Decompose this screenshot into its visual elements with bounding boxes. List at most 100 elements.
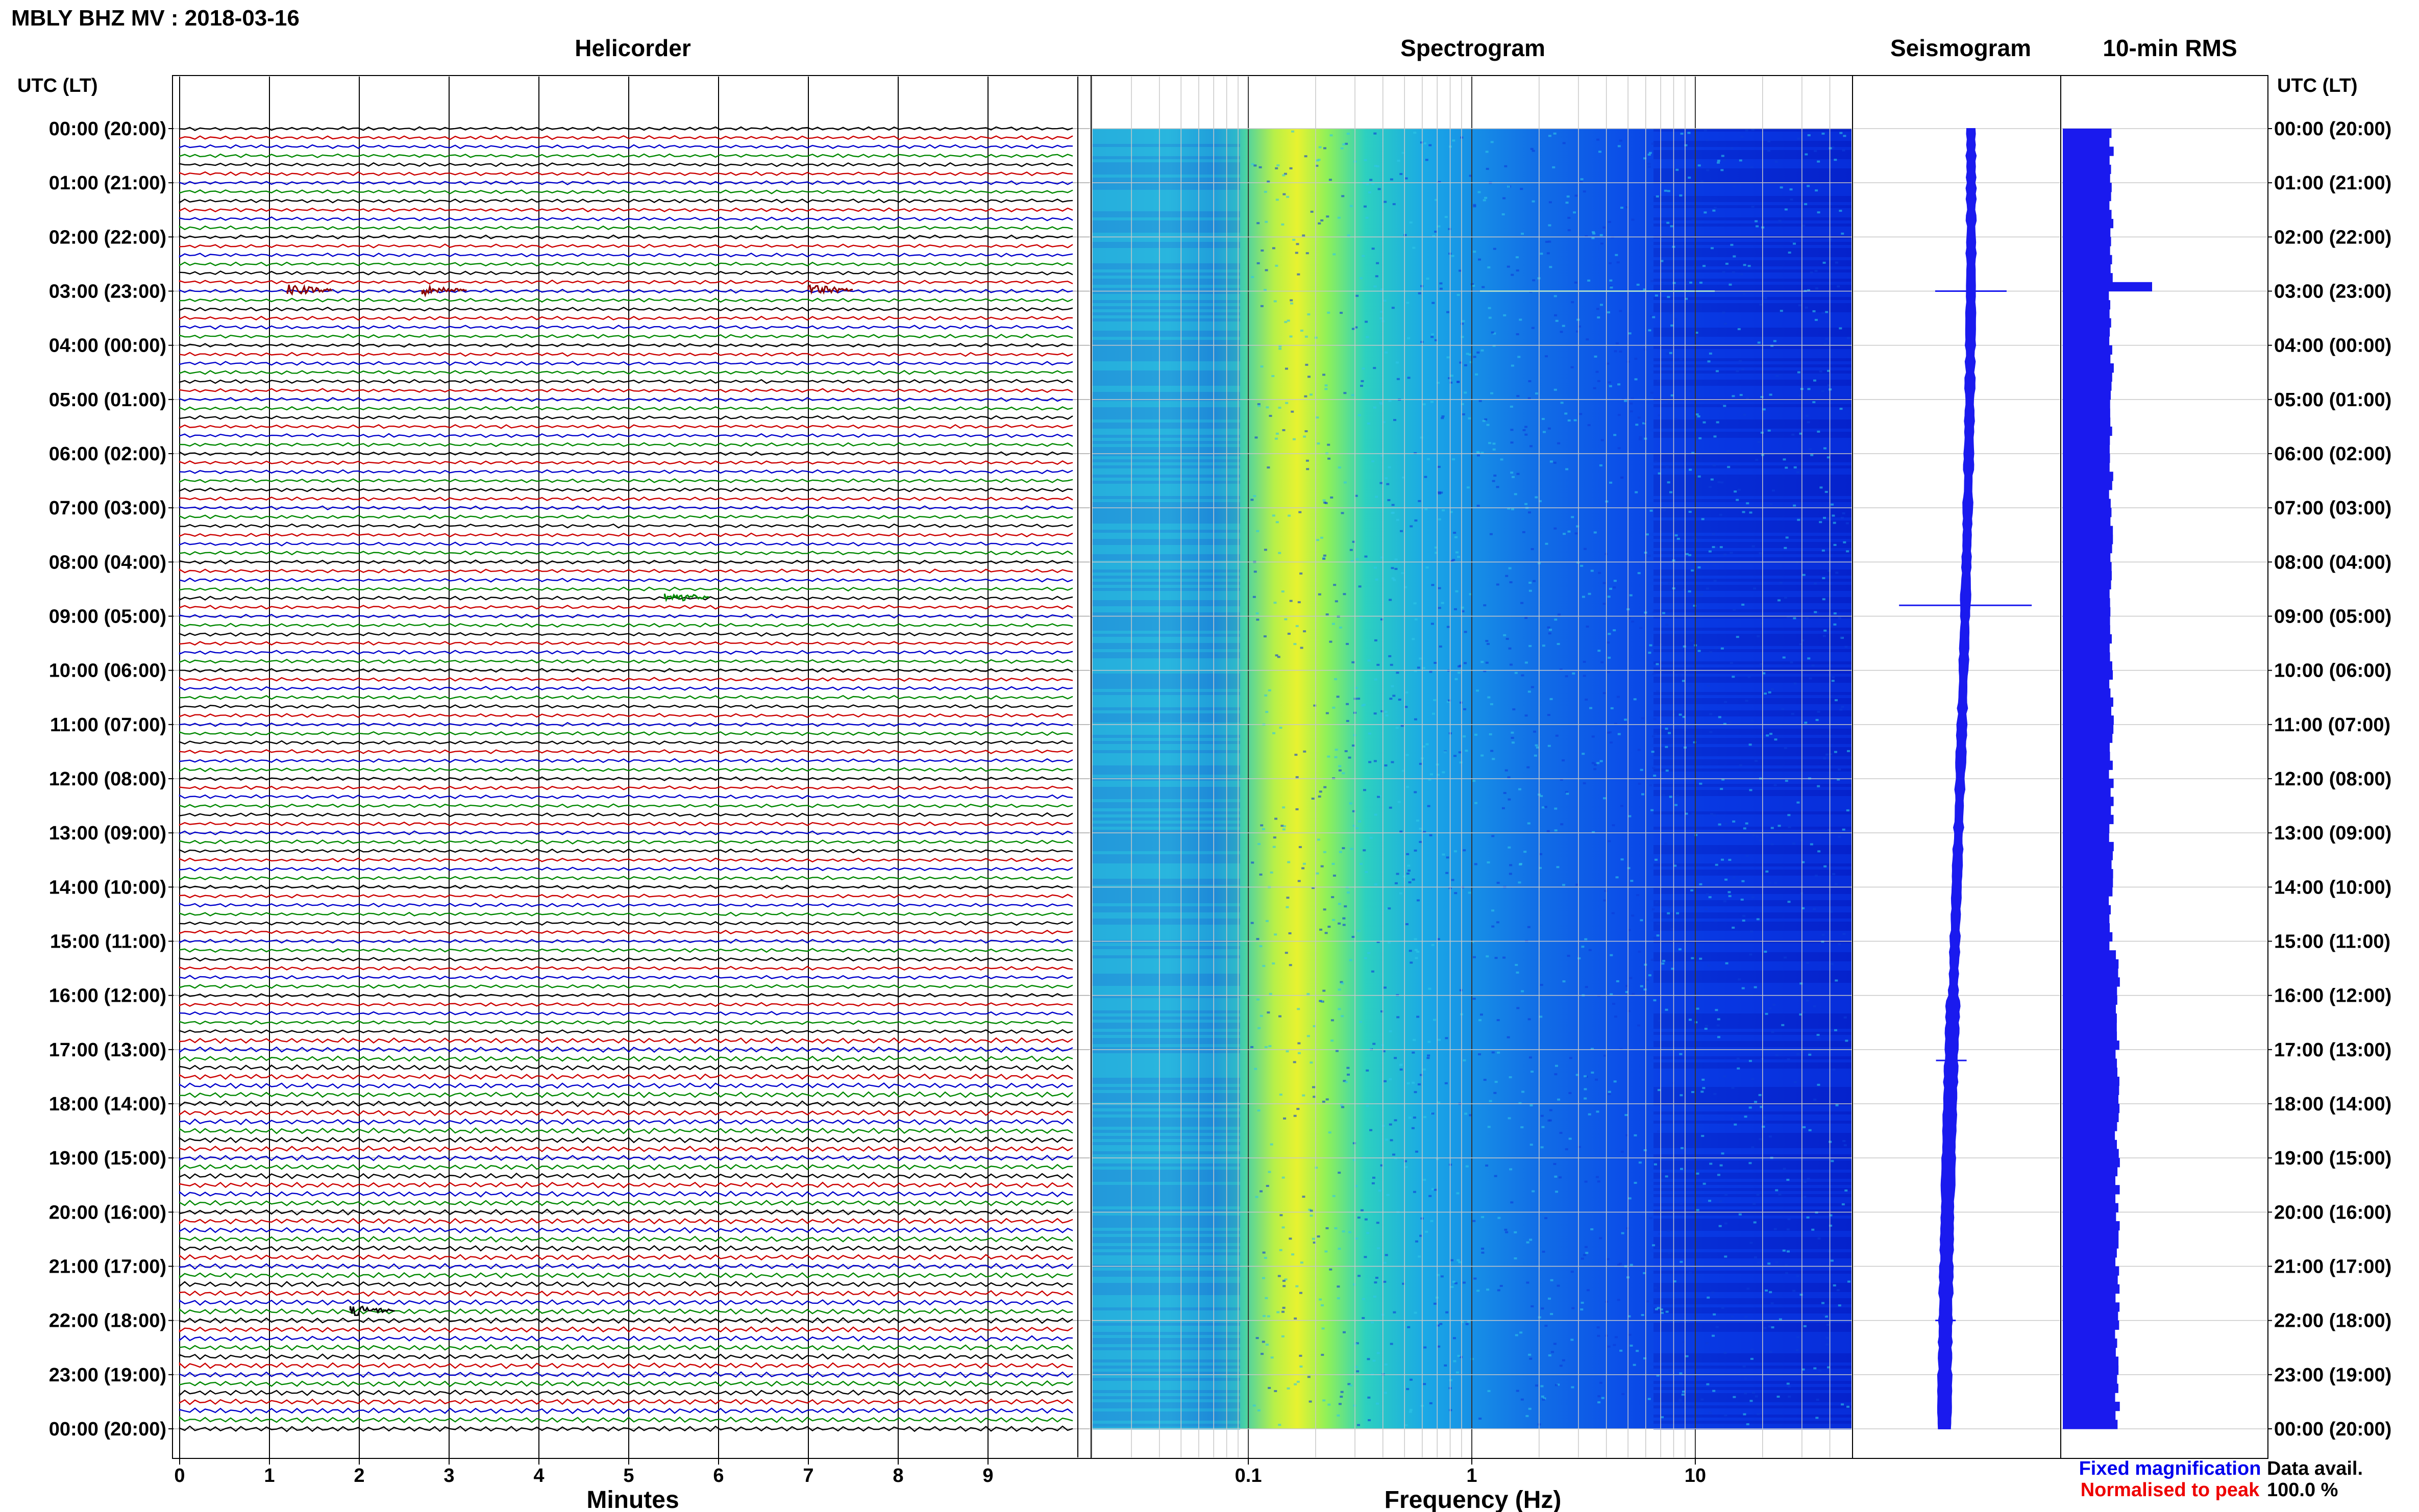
helicorder-trace	[179, 1398, 1073, 1405]
helicorder-trace	[179, 604, 1073, 610]
rms-bar	[2063, 327, 2110, 337]
helicorder-trace	[179, 1317, 1073, 1324]
helicorder-trace	[179, 731, 1073, 736]
helicorder-trace	[179, 586, 1073, 592]
helicorder-trace	[179, 1064, 1073, 1071]
time-label: 00:00 (20:00)	[49, 118, 166, 140]
rms-bar	[2063, 210, 2112, 219]
rms-bar	[2063, 1068, 2117, 1077]
helicorder-trace	[179, 1389, 1073, 1397]
time-label: 15:00 (11:00)	[50, 931, 166, 953]
rms-bar	[2063, 941, 2110, 951]
helicorder-trace	[179, 1272, 1073, 1279]
rms-bar	[2063, 1040, 2119, 1050]
helicorder-trace	[179, 1335, 1073, 1342]
helicorder-trace	[179, 1118, 1073, 1126]
rms-bar	[2063, 1383, 2118, 1393]
rms-bar	[2063, 787, 2111, 797]
seismogram-trace	[1937, 128, 1977, 1429]
helicorder-trace	[179, 1254, 1073, 1261]
helicorder-trace	[179, 361, 1073, 366]
helicorder-x-axis: 0 1 2 3 4 5 6 7 8 9	[174, 1457, 994, 1486]
rms-bar	[2063, 499, 2111, 508]
time-label: 21:00 (17:00)	[49, 1256, 166, 1278]
rms-bar	[2063, 589, 2110, 599]
helicorder-trace	[179, 640, 1073, 646]
helicorder-trace	[179, 1011, 1073, 1016]
helicorder-trace	[179, 325, 1073, 330]
time-label: 01:00 (21:00)	[2274, 172, 2391, 194]
rms-bar	[2063, 580, 2111, 590]
rms-bar	[2063, 1347, 2116, 1357]
helicorder-trace	[179, 695, 1073, 700]
helicorder-event	[286, 284, 333, 296]
rms-bar	[2063, 1013, 2117, 1023]
time-label: 02:00 (22:00)	[49, 227, 166, 248]
rms-bar	[2063, 1266, 2119, 1276]
rms-bar	[2063, 661, 2112, 671]
rms-bar	[2063, 706, 2112, 716]
rms-bar	[2063, 137, 2110, 147]
helicorder-x-tick: 2	[354, 1465, 364, 1486]
helicorder-trace	[179, 596, 1073, 601]
rms-bar	[2063, 1004, 2116, 1014]
helicorder-trace	[179, 261, 1073, 267]
helicorder-x-tick: 9	[982, 1465, 993, 1486]
helicorder-trace	[179, 451, 1073, 456]
time-axis-header-right: UTC (LT)	[2277, 75, 2358, 96]
rms-bar	[2063, 806, 2111, 815]
helicorder-trace	[179, 252, 1073, 258]
time-label: 17:00 (13:00)	[49, 1039, 166, 1061]
rms-bar	[2063, 300, 2111, 310]
rms-bar	[2063, 670, 2113, 680]
helicorder-trace	[179, 938, 1073, 944]
data-availability-label: Data avail.	[2267, 1458, 2363, 1479]
helicorder-trace	[179, 857, 1073, 863]
helicorder-trace	[179, 342, 1073, 348]
helicorder-trace	[179, 577, 1073, 583]
spectrogram-title: Spectrogram	[1400, 35, 1545, 61]
helicorder-trace	[179, 180, 1073, 186]
helicorder-trace	[179, 623, 1073, 628]
helicorder-trace	[179, 388, 1073, 393]
rms-bar	[2063, 363, 2114, 373]
helicorder-trace	[179, 1344, 1073, 1351]
time-label: 15:00 (11:00)	[2274, 931, 2390, 953]
legend-normalised: Normalised to peak	[2081, 1479, 2260, 1501]
rms-bar	[2063, 959, 2119, 969]
helicorder-trace	[179, 767, 1073, 773]
rms-bar	[2063, 508, 2112, 517]
rms-bar	[2063, 444, 2110, 454]
helicorder-x-tick: 5	[623, 1465, 634, 1486]
rms-bar	[2063, 526, 2113, 535]
helicorder-trace	[179, 532, 1073, 538]
rms-bar	[2063, 977, 2120, 987]
helicorder-trace	[179, 830, 1073, 835]
helicorder-trace	[179, 1136, 1073, 1144]
helicorder-trace	[179, 613, 1073, 619]
time-label: 21:00 (17:00)	[2274, 1256, 2391, 1278]
helicorder-trace	[179, 442, 1073, 448]
helicorder-trace	[179, 1100, 1073, 1107]
helicorder-x-tick: 0	[174, 1465, 185, 1486]
helicorder-trace	[179, 568, 1073, 574]
rms-bar	[2063, 878, 2113, 887]
rms-bar	[2063, 562, 2112, 572]
helicorder-trace	[179, 839, 1073, 845]
rms-bar	[2063, 616, 2110, 626]
rms-bar	[2063, 950, 2116, 960]
time-label: 22:00 (18:00)	[49, 1310, 166, 1332]
rms-bar	[2063, 273, 2113, 283]
time-label: 18:00 (14:00)	[2274, 1094, 2391, 1115]
rms-bar	[2063, 228, 2111, 237]
helicorder-panel	[172, 75, 1092, 1459]
helicorder-trace	[179, 1191, 1073, 1198]
rms-bar	[2063, 742, 2110, 752]
figure-title: MBLY BHZ MV : 2018-03-16	[11, 6, 300, 31]
rms-bar	[2063, 264, 2111, 274]
time-label: 12:00 (08:00)	[49, 769, 166, 790]
helicorder-trace	[179, 1109, 1073, 1117]
helicorder-trace	[179, 776, 1073, 781]
rms-bar	[2063, 1284, 2120, 1294]
